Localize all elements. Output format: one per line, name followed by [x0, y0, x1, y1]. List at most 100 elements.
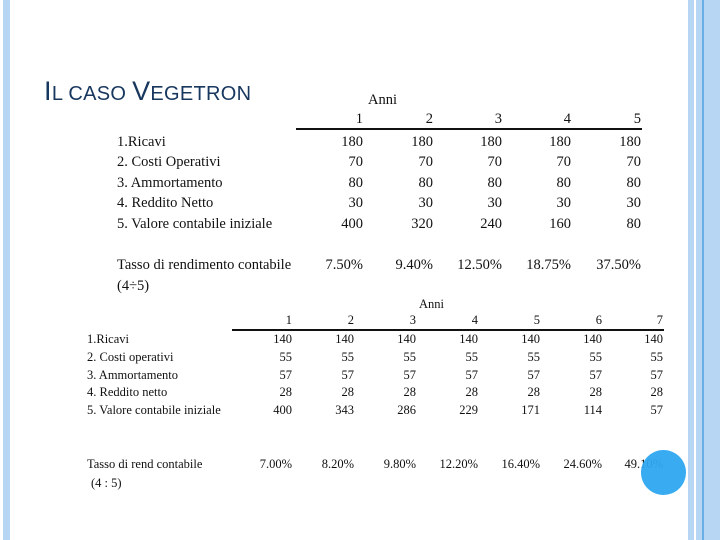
cell-value: 70 — [418, 154, 434, 170]
cell-value: 320 — [411, 216, 433, 232]
rate-value: 18.75% — [526, 257, 571, 273]
rate-value: 9.80% — [383, 457, 416, 471]
title-initial-i: I — [44, 76, 52, 106]
rate-label: Tasso di rend contabile — [87, 457, 203, 471]
rate-value: 16.40% — [501, 457, 540, 471]
cell-value: 80 — [348, 175, 364, 191]
cell-value: 55 — [589, 350, 603, 364]
cell-value: 400 — [341, 216, 363, 232]
row-label: 2. Costi Operativi — [117, 154, 221, 170]
group-header: Anni — [419, 297, 444, 311]
cell-value: 343 — [335, 403, 354, 417]
year-header: 7 — [656, 313, 663, 327]
cursor-highlight-circle — [641, 450, 686, 495]
cell-value: 140 — [397, 332, 416, 346]
cell-value: 57 — [403, 368, 417, 382]
cell-value: 55 — [465, 350, 479, 364]
cell-value: 30 — [418, 195, 434, 211]
cell-value: 140 — [583, 332, 602, 346]
cell-value: 57 — [527, 368, 541, 382]
year-header: 1 — [355, 111, 363, 127]
cell-value: 28 — [527, 385, 541, 399]
header-rule — [296, 128, 642, 130]
year-header: 1 — [285, 313, 292, 327]
cell-value: 180 — [480, 134, 502, 150]
rate-value: 37.50% — [596, 257, 641, 273]
cell-value: 55 — [650, 350, 664, 364]
cell-value: 160 — [549, 216, 571, 232]
row-label: 1.Ricavi — [117, 134, 166, 150]
row-label: 2. Costi operativi — [87, 350, 174, 364]
cell-value: 140 — [273, 332, 292, 346]
row-label: 4. Reddito netto — [87, 385, 168, 399]
header-rule — [232, 329, 664, 331]
cell-value: 55 — [341, 350, 355, 364]
year-header: 6 — [595, 313, 602, 327]
cell-value: 28 — [650, 385, 664, 399]
rate-value: 8.20% — [321, 457, 354, 471]
cell-value: 80 — [556, 175, 572, 191]
rate-value: 7.50% — [325, 257, 363, 273]
cell-value: 55 — [527, 350, 541, 364]
row-label: 3. Ammortamento — [117, 175, 223, 191]
cell-value: 286 — [397, 403, 416, 417]
cell-value: 55 — [279, 350, 293, 364]
cell-value: 30 — [487, 195, 503, 211]
row-label: 3. Ammortamento — [87, 368, 178, 382]
group-header: Anni — [368, 92, 397, 108]
cell-value: 80 — [626, 175, 642, 191]
rate-value: 7.00% — [259, 457, 292, 471]
cell-value: 57 — [341, 368, 355, 382]
row-label: 5. Valore contabile iniziale — [87, 403, 221, 417]
cell-value: 140 — [459, 332, 478, 346]
cell-value: 180 — [341, 134, 363, 150]
cell-value: 57 — [465, 368, 479, 382]
rate-value: 9.40% — [395, 257, 433, 273]
cell-value: 70 — [626, 154, 642, 170]
cell-value: 140 — [644, 332, 663, 346]
title-part: EGETRON — [150, 83, 252, 105]
cell-value: 140 — [521, 332, 540, 346]
cell-value: 28 — [465, 385, 479, 399]
row-label: 1.Ricavi — [87, 332, 130, 346]
rate-label-formula: (4÷5) — [117, 278, 150, 294]
cell-value: 400 — [273, 403, 292, 417]
right-border-line — [702, 0, 704, 540]
title-part: L CASO — [51, 83, 133, 105]
rate-value: 12.20% — [439, 457, 478, 471]
cell-value: 180 — [549, 134, 571, 150]
cell-value: 70 — [348, 154, 364, 170]
rate-value: 24.60% — [563, 457, 602, 471]
cell-value: 80 — [487, 175, 503, 191]
cell-value: 70 — [487, 154, 503, 170]
cell-value: 28 — [403, 385, 417, 399]
row-label: 4. Reddito Netto — [117, 195, 214, 211]
cell-value: 28 — [589, 385, 603, 399]
cell-value: 70 — [556, 154, 572, 170]
cell-value: 57 — [650, 368, 664, 382]
cell-value: 80 — [626, 216, 642, 232]
year-header: 3 — [494, 111, 502, 127]
cell-value: 114 — [583, 403, 602, 417]
cell-value: 57 — [589, 368, 603, 382]
rate-label: Tasso di rendimento contabile — [117, 257, 292, 273]
right-border-gap — [694, 0, 696, 540]
cell-value: 140 — [335, 332, 354, 346]
cell-value: 57 — [279, 368, 293, 382]
cell-value: 180 — [619, 134, 641, 150]
year-header: 2 — [425, 111, 433, 127]
year-header: 2 — [347, 313, 354, 327]
cell-value: 229 — [459, 403, 478, 417]
rate-label-formula: (4 : 5) — [91, 476, 122, 490]
cell-value: 30 — [348, 195, 364, 211]
slide-title: IL CASO VEGETRON — [44, 76, 251, 107]
rate-value: 12.50% — [457, 257, 502, 273]
cell-value: 28 — [341, 385, 355, 399]
right-border — [688, 0, 720, 540]
cell-value: 180 — [411, 134, 433, 150]
cell-value: 240 — [480, 216, 502, 232]
year-header: 4 — [563, 111, 571, 127]
year-header: 5 — [533, 313, 540, 327]
cell-value: 171 — [521, 403, 540, 417]
